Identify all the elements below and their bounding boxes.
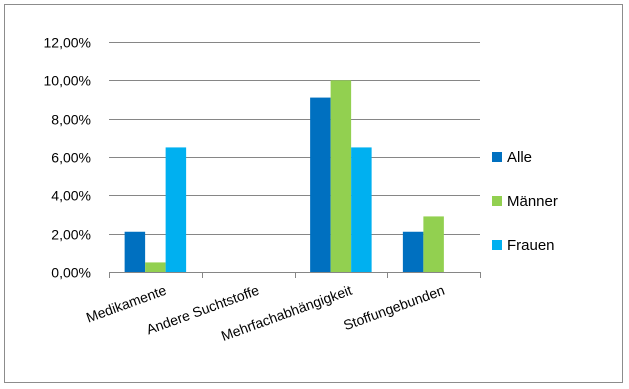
bar xyxy=(124,231,146,272)
legend: Alle Männer Frauen xyxy=(492,149,558,254)
bar xyxy=(423,216,444,272)
bar xyxy=(402,231,424,272)
bar xyxy=(351,147,372,272)
bars xyxy=(124,80,444,272)
grid-lines xyxy=(109,42,480,235)
bar xyxy=(145,262,166,272)
legend-label: Männer xyxy=(507,193,558,210)
legend-swatch xyxy=(492,152,502,162)
y-tick-label: 12,00% xyxy=(44,35,91,51)
bar xyxy=(330,80,352,272)
bar xyxy=(310,97,331,272)
legend-swatch xyxy=(492,240,502,250)
bar xyxy=(165,147,187,272)
legend-swatch xyxy=(492,196,502,206)
legend-label: Alle xyxy=(507,149,532,166)
y-tick-label: 10,00% xyxy=(44,73,91,89)
y-tick-label: 4,00% xyxy=(51,188,91,204)
y-tick-label: 2,00% xyxy=(51,227,91,243)
y-tick-label: 6,00% xyxy=(51,150,91,166)
y-tick-label: 0,00% xyxy=(51,265,91,281)
y-axis-tick-labels: 0,00% 2,00% 4,00% 6,00% 8,00% 10,00% 12,00% xyxy=(44,35,91,281)
category-label: Stoffungebunden xyxy=(341,282,446,333)
legend-label: Frauen xyxy=(507,237,555,254)
x-axis xyxy=(109,272,481,278)
y-tick-label: 8,00% xyxy=(51,112,91,128)
